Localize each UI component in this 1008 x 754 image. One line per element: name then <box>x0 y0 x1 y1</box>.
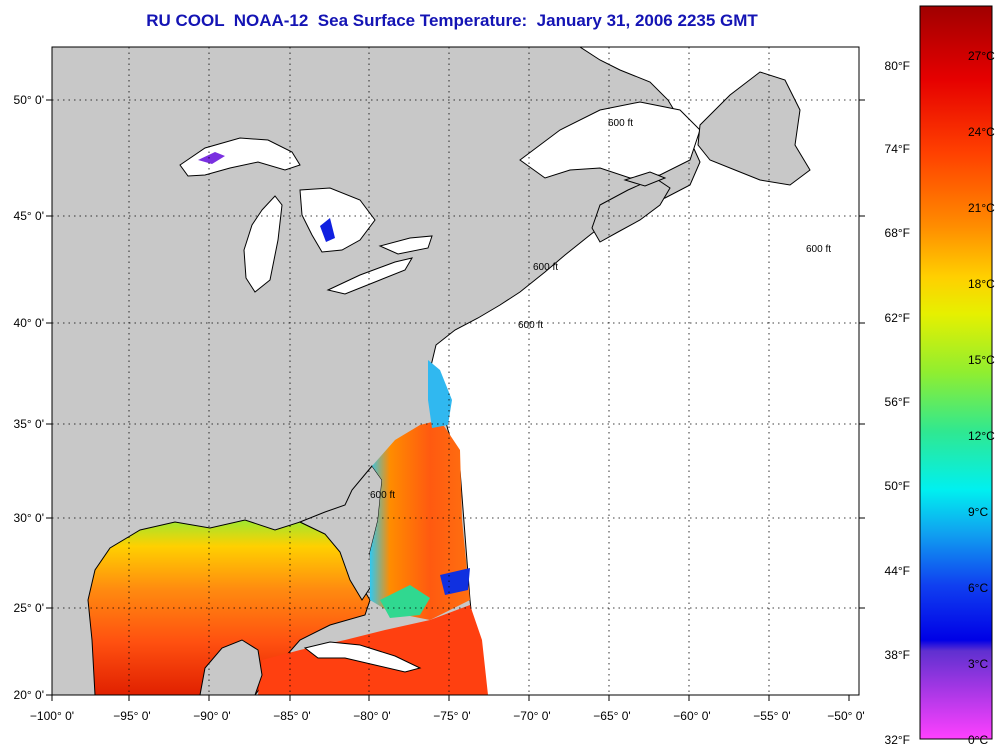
cbar-c-label: 24°C <box>968 125 995 139</box>
cbar-f-label: 62°F <box>885 311 910 325</box>
bahamas-shelf <box>380 585 430 618</box>
cbar-c-label: 27°C <box>968 49 995 63</box>
lat-label: 35° 0' <box>14 417 44 431</box>
bahamas-cold-patch <box>440 568 470 595</box>
contour-label: 600 ft <box>806 244 831 255</box>
lon-label: −60° 0' <box>673 709 710 723</box>
lon-label: −50° 0' <box>827 709 864 723</box>
lake-superior-cold <box>198 152 225 164</box>
shelf-cold-water <box>428 360 452 428</box>
cbar-c-label: 3°C <box>968 657 988 671</box>
cbar-c-label: 18°C <box>968 277 995 291</box>
cbar-f-label: 38°F <box>885 648 910 662</box>
yucatan <box>199 639 263 695</box>
cbar-c-label: 15°C <box>968 353 995 367</box>
lon-label: −70° 0' <box>513 709 550 723</box>
lon-label: −95° 0' <box>113 709 150 723</box>
contour-label: 600 ft <box>533 262 558 273</box>
map-ticks <box>46 99 865 701</box>
contour-label: 600 ft <box>518 320 543 331</box>
cbar-c-label: 6°C <box>968 581 988 595</box>
lon-label: −55° 0' <box>753 709 790 723</box>
cbar-f-label: 56°F <box>885 395 910 409</box>
lon-label: −90° 0' <box>193 709 230 723</box>
lake-huron <box>299 187 376 253</box>
cbar-f-label: 32°F <box>885 733 910 747</box>
lon-label: −80° 0' <box>353 709 390 723</box>
colorbar-fahrenheit-labels: 80°F 74°F 68°F 62°F 56°F 50°F 44°F 38°F … <box>885 59 910 747</box>
contour-label: 600 ft <box>608 118 633 129</box>
lon-label: −85° 0' <box>273 709 310 723</box>
cbar-c-label: 21°C <box>968 201 995 215</box>
cbar-f-label: 50°F <box>885 479 910 493</box>
atlantic-sst <box>370 420 470 620</box>
lat-label: 20° 0' <box>14 688 44 702</box>
map-area: 600 ft 600 ft 600 ft 600 ft 600 ft <box>52 47 859 695</box>
lake-huron-cold <box>320 218 335 242</box>
contour-labels: 600 ft 600 ft 600 ft 600 ft 600 ft <box>370 118 831 501</box>
longitude-labels: −100° 0' −95° 0' −90° 0' −85° 0' −80° 0'… <box>30 709 865 723</box>
newfoundland <box>697 71 811 186</box>
pei-island <box>623 171 667 187</box>
lake-superior <box>179 137 301 177</box>
lon-label: −75° 0' <box>433 709 470 723</box>
map-frame <box>51 46 860 696</box>
lat-label: 50° 0' <box>14 93 44 107</box>
lake-ontario <box>378 235 433 255</box>
colorbar <box>919 5 993 740</box>
cuba <box>303 641 422 673</box>
cbar-c-label: 12°C <box>968 429 995 443</box>
cbar-f-label: 80°F <box>885 59 910 73</box>
cbar-f-label: 68°F <box>885 226 910 240</box>
cbar-c-label: 9°C <box>968 505 988 519</box>
graticule <box>52 47 859 695</box>
map-title: RU COOL NOAA-12 Sea Surface Temperature:… <box>146 11 758 30</box>
cbar-c-label: 0°C <box>968 733 988 747</box>
contour-label: 600 ft <box>370 490 395 501</box>
lon-label: −100° 0' <box>30 709 74 723</box>
cbar-f-label: 74°F <box>885 142 910 156</box>
lat-label: 45° 0' <box>14 209 44 223</box>
lat-label: 30° 0' <box>14 511 44 525</box>
latitude-labels: 50° 0' 45° 0' 40° 0' 35° 0' 30° 0' 25° 0… <box>14 93 44 702</box>
lat-label: 25° 0' <box>14 601 44 615</box>
lon-label: −65° 0' <box>593 709 630 723</box>
colorbar-celsius-labels: 27°C 24°C 21°C 18°C 15°C 12°C 9°C 6°C 3°… <box>968 49 995 747</box>
gulf-st-lawrence <box>519 101 701 179</box>
lake-erie <box>326 257 414 295</box>
lat-label: 40° 0' <box>14 316 44 330</box>
cbar-f-label: 44°F <box>885 564 910 578</box>
lake-michigan <box>243 195 283 293</box>
